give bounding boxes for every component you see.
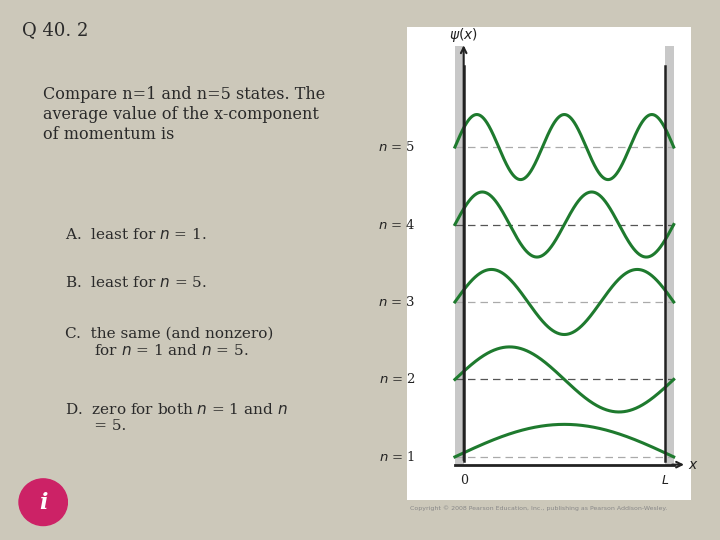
Text: $\psi(x)$: $\psi(x)$ [449,26,478,44]
Text: $L$: $L$ [661,474,669,487]
Text: Compare n=1 and n=5 states. The
average value of the x-component
of momentum is: Compare n=1 and n=5 states. The average … [43,86,325,143]
Text: $x$: $x$ [688,457,698,471]
Bar [665,46,674,464]
Text: C.  the same (and nonzero)
      for $n$ = 1 and $n$ = 5.: C. the same (and nonzero) for $n$ = 1 an… [65,327,273,358]
Text: Q 40. 2: Q 40. 2 [22,22,88,39]
Bar [455,46,464,464]
Text: D.  zero for both $n$ = 1 and $n$
      = 5.: D. zero for both $n$ = 1 and $n$ = 5. [65,402,287,434]
Text: $n$ = 3: $n$ = 3 [378,295,415,309]
Text: Copyright © 2008 Pearson Education, Inc., publishing as Pearson Addison-Wesley.: Copyright © 2008 Pearson Education, Inc.… [410,505,667,510]
Text: $n$ = 5: $n$ = 5 [378,140,415,154]
Text: 0: 0 [459,474,468,487]
Text: $n$ = 4: $n$ = 4 [378,218,415,232]
Text: i: i [39,492,48,514]
Circle shape [19,479,68,525]
Text: $n$ = 1: $n$ = 1 [379,450,415,464]
Text: A.  least for $n$ = 1.: A. least for $n$ = 1. [65,227,207,242]
Text: B.  least for $n$ = 5.: B. least for $n$ = 5. [65,275,207,291]
Text: $n$ = 2: $n$ = 2 [379,373,415,387]
